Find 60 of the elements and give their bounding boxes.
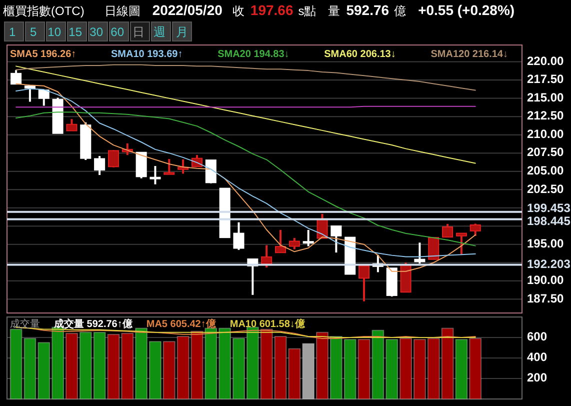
line-series [16,66,476,164]
y-tick-label: 600 [527,330,548,344]
y-tick-label: 195.00 [527,236,564,251]
candlestick [261,244,272,269]
y-tick-label: 187.50 [527,291,564,306]
text: 2022/05/20 [152,2,223,18]
y-tick-label: 220.00 [527,54,564,68]
series-label: MA10 601.58↓億 [230,318,306,330]
candlestick [164,158,175,176]
text: SMA10 193.69↑ [111,49,183,60]
ref-line-label: 192.203 [527,256,571,271]
y-tick-label: 207.50 [527,145,564,160]
ref-line-label: 199.453 [527,201,571,216]
text: 1 5 10 15 30 60 日 週 月 [8,25,188,39]
text: SMA5 196.26↑ [10,49,76,60]
chart-title: 成交量 [10,318,40,330]
y-tick-label: 190.00 [527,273,564,288]
text: +0.55 (+0.28%) [418,2,515,18]
text: 197.66 [250,2,294,18]
text: 量 [328,4,340,18]
candlestick [330,224,342,254]
text: 億 [394,4,406,18]
series-label: 成交量 592.76↑億 [53,318,134,330]
y-tick-label: 210.00 [527,126,564,141]
y-tick-label: 202.50 [527,182,564,196]
y-tick-label: 215.00 [527,90,564,104]
series-label: MA5 605.42↑億 [146,318,217,330]
y-tick-label: 212.50 [527,108,564,123]
y-tick-label: 205.00 [527,164,564,178]
candlestick [470,222,481,237]
candlestick [38,89,50,107]
candlestick [442,222,454,238]
candlestick [150,165,161,186]
candlestick [358,264,370,302]
text: SMA120 216.14↓ [430,49,508,60]
line-series [16,64,476,91]
text: SMA60 206.13↓ [324,49,396,60]
line-series [16,112,476,246]
text: SMA20 194.83↓ [218,49,290,60]
ref-line-label: 198.445 [527,214,571,228]
candlestick [94,154,106,176]
candlestick [288,236,300,250]
candlestick [456,232,467,256]
text: 592.76 [346,2,390,18]
text: s點 [298,4,316,18]
candlestick [274,228,286,254]
chart-title: 櫃買指數(OTC) [3,4,84,18]
y-tick-label: 200 [527,370,548,385]
candlestick [108,149,119,168]
candlestick [414,242,426,265]
candlestick [205,159,216,184]
candlestick [302,228,314,248]
candlestick [66,118,78,132]
y-tick-label: 400 [527,350,548,364]
candlestick [10,69,22,86]
text: 收 [232,4,244,18]
chart-subtitle: 日線圖 [104,4,140,18]
candlestick [24,85,36,103]
candlestick [233,221,244,251]
y-tick-label: 217.50 [527,72,564,86]
